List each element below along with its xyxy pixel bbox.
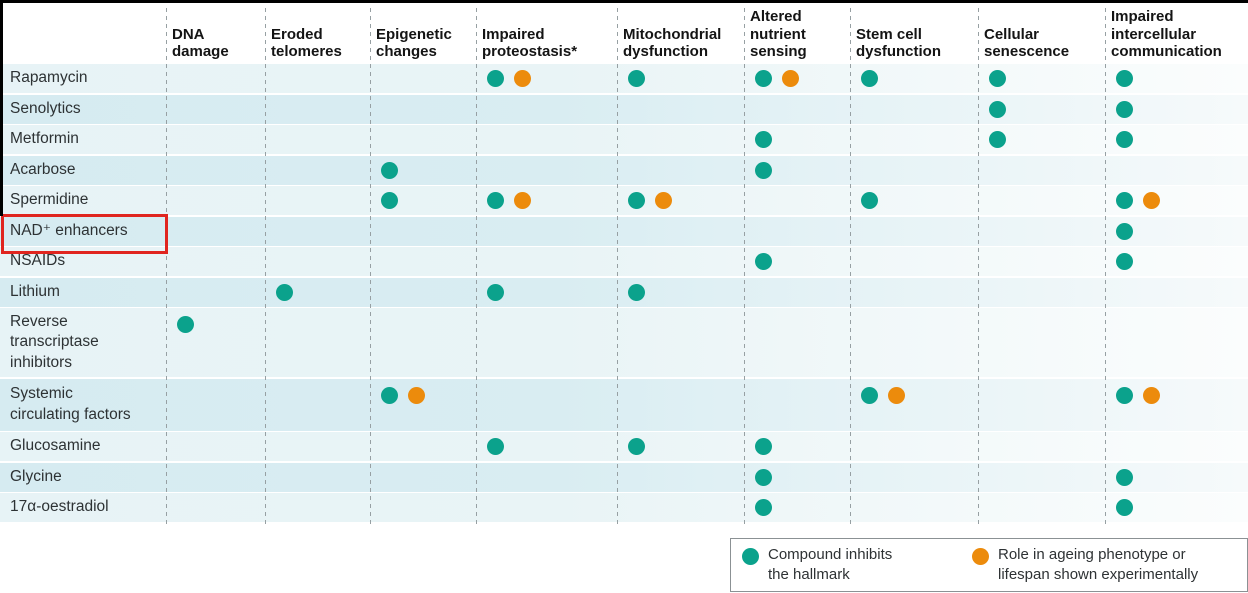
- table-row: Senolytics: [0, 94, 1248, 124]
- teal-dot-icon: [989, 70, 1006, 87]
- row-label: Lithium: [10, 282, 60, 300]
- row-label: Glycine: [10, 467, 62, 485]
- table-row: Rapamycin: [0, 64, 1248, 93]
- column-separator-line: [265, 8, 266, 527]
- teal-dot-icon: [1116, 192, 1133, 209]
- legend-label-inhibits: Compound inhibits the hallmark: [768, 546, 893, 583]
- table-row: Glucosamine: [0, 432, 1248, 461]
- legend-item-inhibits: Compound inhibits the hallmark: [742, 545, 892, 584]
- column-separator-line: [744, 8, 745, 527]
- row-label: NAD⁺ enhancers: [10, 221, 128, 239]
- table-row: Lithium: [0, 277, 1248, 307]
- table-row: Reverse transcriptase inhibitors: [0, 308, 1248, 377]
- table-row: Acarbose: [0, 155, 1248, 185]
- teal-dot-icon: [381, 386, 398, 404]
- orange-dot-icon: [408, 386, 425, 404]
- orange-dot-icon: [655, 192, 672, 209]
- column-separator-line: [617, 8, 618, 527]
- teal-dot-icon: [755, 253, 772, 270]
- legend-label-experimental: Role in ageing phenotype or lifespan sho…: [998, 546, 1199, 583]
- table-row: NAD⁺ enhancers: [0, 216, 1248, 246]
- orange-dot-icon: [514, 192, 531, 209]
- teal-dot-icon: [755, 161, 772, 179]
- table-row: Spermidine: [0, 186, 1248, 215]
- teal-dot-icon: [1116, 386, 1133, 404]
- row-label: Rapamycin: [10, 69, 88, 87]
- teal-dot-icon: [628, 192, 645, 209]
- column-header: DNA damage: [172, 25, 229, 60]
- teal-dot-icon: [1116, 499, 1133, 516]
- teal-dot-icon: [628, 70, 645, 87]
- teal-dot-icon: [177, 316, 194, 333]
- column-header: Epigenetic changes: [376, 25, 452, 60]
- row-label: Systemic circulating factors: [10, 384, 131, 423]
- orange-dot-icon: [972, 548, 989, 565]
- teal-dot-icon: [487, 283, 504, 301]
- column-header: Impaired intercellular communication: [1111, 8, 1222, 60]
- teal-dot-icon: [861, 192, 878, 209]
- column-header: Stem cell dysfunction: [856, 25, 941, 60]
- column-header: Eroded telomeres: [271, 25, 342, 60]
- teal-dot-icon: [628, 283, 645, 301]
- teal-dot-icon: [755, 499, 772, 516]
- teal-dot-icon: [1116, 70, 1133, 87]
- column-separator-line: [1105, 8, 1106, 527]
- row-label: Metformin: [10, 130, 79, 148]
- teal-dot-icon: [755, 438, 772, 455]
- teal-dot-icon: [989, 131, 1006, 148]
- teal-dot-icon: [487, 438, 504, 455]
- table-row: Glycine: [0, 462, 1248, 492]
- teal-dot-icon: [989, 100, 1006, 118]
- column-header: Cellular senescence: [984, 25, 1070, 60]
- teal-dot-icon: [1116, 253, 1133, 270]
- teal-dot-icon: [487, 70, 504, 87]
- teal-dot-icon: [628, 438, 645, 455]
- column-separator-line: [978, 8, 979, 527]
- teal-dot-icon: [861, 70, 878, 87]
- table-row: Systemic circulating factors: [0, 378, 1248, 431]
- row-label: Acarbose: [10, 160, 76, 178]
- row-label: 17α-oestradiol: [10, 498, 109, 516]
- legend: Compound inhibits the hallmark Role in a…: [730, 538, 1248, 592]
- column-separator-line: [370, 8, 371, 527]
- column-separator-line: [850, 8, 851, 527]
- orange-dot-icon: [782, 70, 799, 87]
- teal-dot-icon: [381, 161, 398, 179]
- orange-dot-icon: [888, 386, 905, 404]
- figure-top-border: [0, 0, 1248, 3]
- teal-dot-icon: [276, 283, 293, 301]
- row-label: Senolytics: [10, 99, 81, 117]
- teal-dot-icon: [1116, 468, 1133, 486]
- legend-item-experimental: Role in ageing phenotype or lifespan sho…: [972, 545, 1198, 584]
- orange-dot-icon: [1143, 192, 1160, 209]
- teal-dot-icon: [742, 548, 759, 565]
- teal-dot-icon: [381, 192, 398, 209]
- orange-dot-icon: [1143, 386, 1160, 404]
- teal-dot-icon: [487, 192, 504, 209]
- teal-dot-icon: [1116, 222, 1133, 240]
- teal-dot-icon: [755, 70, 772, 87]
- teal-dot-icon: [755, 468, 772, 486]
- row-label: Spermidine: [10, 191, 89, 209]
- teal-dot-icon: [755, 131, 772, 148]
- column-header: Altered nutrient sensing: [750, 8, 807, 60]
- table-row: NSAIDs: [0, 247, 1248, 276]
- table-row: 17α-oestradiol: [0, 493, 1248, 522]
- column-separator-line: [476, 8, 477, 527]
- row-label: NSAIDs: [10, 252, 66, 270]
- teal-dot-icon: [861, 386, 878, 404]
- highlight-box: [1, 214, 168, 254]
- column-separator-line: [166, 8, 167, 527]
- teal-dot-icon: [1116, 131, 1133, 148]
- orange-dot-icon: [514, 70, 531, 87]
- row-label: Reverse transcriptase inhibitors: [10, 312, 99, 371]
- column-header: Mitochondrial dysfunction: [623, 25, 722, 60]
- teal-dot-icon: [1116, 100, 1133, 118]
- row-label: Glucosamine: [10, 437, 101, 455]
- figure-left-border: [0, 0, 3, 216]
- column-header: Impaired proteostasis*: [482, 25, 578, 60]
- table-row: Metformin: [0, 125, 1248, 154]
